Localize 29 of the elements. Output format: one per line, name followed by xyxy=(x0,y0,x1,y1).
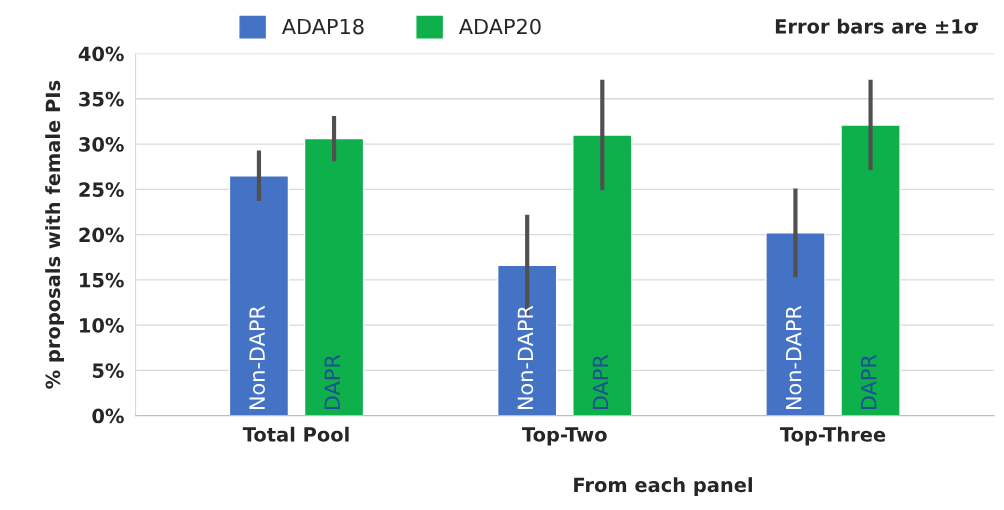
y-tick-label: 0% xyxy=(92,408,124,424)
bar xyxy=(228,175,290,416)
data-label: DAPR xyxy=(592,354,609,410)
data-label: DAPR xyxy=(861,354,877,410)
data-label: Non-DAPR xyxy=(517,305,534,410)
y-tick-label: 35% xyxy=(79,91,124,107)
x-tick-label: Total Pool xyxy=(242,426,349,442)
text: Error bars are ±1σ xyxy=(775,18,978,34)
legend-label: ADAP18 xyxy=(281,18,364,35)
data-label: Non-DAPR xyxy=(249,305,265,410)
y-tick-label: 5% xyxy=(92,363,124,379)
y-tick-label: 10% xyxy=(80,318,124,333)
bar xyxy=(572,134,633,416)
y-tick-label: 25% xyxy=(79,182,124,197)
bar xyxy=(765,232,826,416)
bar xyxy=(840,124,901,416)
y-tick-label: 40% xyxy=(78,46,124,62)
y-tick-label: 30% xyxy=(79,137,124,152)
y-tick-label: 15% xyxy=(80,272,124,288)
x-axis-title: From each panel xyxy=(574,477,752,497)
x-tick-label: Top-Two xyxy=(522,427,607,446)
legend-label: ADAP20 xyxy=(458,18,541,35)
x-tick-label: Top-Three xyxy=(779,426,886,446)
bar xyxy=(496,264,558,416)
bar xyxy=(303,137,365,416)
y-axis-title: % proposals with female PIs xyxy=(45,80,64,389)
data-label: DAPR xyxy=(324,354,340,410)
y-tick-label: 20% xyxy=(79,227,124,243)
data-label: Non-DAPR xyxy=(786,305,802,410)
